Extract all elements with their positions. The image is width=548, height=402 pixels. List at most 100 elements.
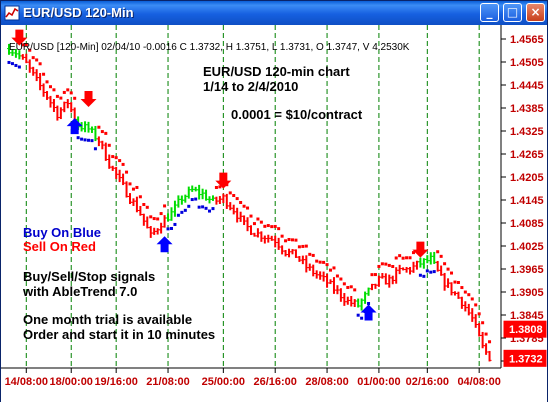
stop-dot	[373, 273, 377, 277]
stop-dot	[69, 91, 73, 95]
pip-value-note: 0.0001 = $10/contract	[231, 107, 363, 122]
price-tag-box	[503, 349, 547, 367]
stop-dot	[180, 210, 184, 214]
x-tick-label: 14/08:00	[5, 376, 48, 388]
x-tick-label: 01/00:00	[357, 376, 400, 388]
stop-dot	[190, 198, 194, 202]
stop-dot	[42, 72, 46, 76]
stop-dot	[470, 297, 474, 301]
stop-dot	[408, 256, 412, 260]
stop-dot	[239, 200, 243, 204]
stop-dot	[284, 239, 288, 243]
stop-dot	[398, 254, 402, 258]
stop-dot	[173, 222, 177, 226]
stop-dot	[270, 225, 274, 229]
stop-dot	[481, 321, 485, 325]
stop-dot	[204, 206, 208, 210]
stop-dot	[266, 224, 270, 228]
stop-dot	[52, 88, 56, 92]
stop-dot	[318, 260, 322, 264]
stop-dot	[125, 170, 129, 174]
stop-dot	[31, 56, 35, 60]
stop-dot	[315, 259, 319, 263]
stop-dot	[55, 94, 59, 98]
x-tick-label: 28/08:00	[305, 376, 348, 388]
stop-dot	[339, 277, 343, 281]
y-tick-label: 1.4385	[510, 103, 544, 115]
stop-dot	[384, 262, 388, 266]
legend-buy-label: Buy On Blue	[23, 225, 101, 240]
stop-dot	[401, 256, 405, 260]
stop-dot	[394, 256, 398, 260]
stop-dot	[121, 162, 125, 166]
stop-dot	[346, 285, 350, 289]
stop-dot	[111, 155, 115, 159]
stop-dot	[360, 316, 364, 320]
stop-dot	[66, 88, 70, 92]
stop-dot	[325, 263, 329, 267]
stop-dot	[93, 147, 97, 151]
window-title: EUR/USD 120-Min	[23, 5, 134, 20]
x-tick-label: 02/16:00	[406, 376, 449, 388]
price-tags: 1.3808 1.3732	[503, 320, 547, 367]
stop-dot	[456, 280, 460, 284]
stop-dot	[349, 285, 353, 289]
stop-dot	[446, 267, 450, 271]
maximize-button[interactable]: □	[503, 3, 522, 22]
stop-dot	[218, 185, 222, 189]
stop-dot	[152, 217, 156, 221]
stop-dot	[7, 60, 11, 64]
stop-dot	[107, 143, 111, 147]
stop-dot	[453, 280, 457, 284]
price-tag-label: 1.3732	[509, 353, 543, 365]
close-button[interactable]: ×	[526, 3, 545, 22]
stop-dot	[35, 58, 39, 62]
y-tick-label: 1.4205	[510, 172, 544, 184]
chart-app-icon	[4, 5, 20, 21]
stop-dot	[329, 268, 333, 272]
stop-dot	[145, 205, 149, 209]
legend-signals-line-2: with AbleTrend 7.0	[22, 284, 137, 299]
stop-dot	[197, 205, 201, 209]
stop-dot	[138, 195, 142, 199]
stop-dot	[45, 80, 49, 84]
minimize-button[interactable]: _	[480, 3, 499, 22]
stop-dots	[7, 43, 492, 344]
stop-dot	[100, 130, 104, 134]
x-tick-label: 25/00:00	[202, 376, 245, 388]
legend-signals-line-1: Buy/Sell/Stop signals	[23, 269, 155, 284]
stop-dot	[21, 43, 25, 47]
stop-dot	[208, 209, 212, 213]
stop-dot	[256, 217, 260, 221]
y-axis-labels: 1.4565 1.4505 1.4445 1.4385 1.4325 1.4265 1.42…	[501, 34, 544, 368]
stop-dot	[259, 220, 263, 224]
stop-dot	[59, 96, 63, 100]
y-tick-label: 1.3965	[510, 264, 544, 276]
stop-dot	[183, 208, 187, 212]
stop-dot	[128, 182, 132, 186]
stop-dot	[263, 224, 267, 228]
stop-dot	[308, 252, 312, 256]
stop-dot	[332, 266, 336, 270]
y-tick-label: 1.4325	[510, 126, 544, 138]
price-chart[interactable]: 1.4565 1.4505 1.4445 1.4385 1.4325 1.4265 1.42…	[1, 25, 547, 402]
stop-dot	[194, 197, 198, 201]
stop-dot	[80, 137, 84, 141]
stop-dot	[436, 250, 440, 254]
buy-signal-arrow	[66, 118, 83, 135]
x-tick-label: 26/16:00	[253, 376, 296, 388]
stop-dot	[73, 96, 77, 100]
stop-dot	[477, 312, 481, 316]
stop-dot	[439, 254, 443, 258]
stop-dot	[304, 244, 308, 248]
price-tag-label: 1.3808	[509, 324, 543, 336]
chart-title-line-2: 1/14 to 2/4/2010	[203, 79, 298, 94]
stop-dot	[273, 224, 277, 228]
price-tag-box	[503, 320, 547, 338]
title-bar[interactable]: EUR/USD 120-Min _ □ ×	[1, 1, 547, 25]
stop-dot	[228, 191, 232, 195]
y-tick-label: 1.4025	[510, 241, 544, 253]
stop-dot	[62, 90, 66, 94]
stop-dot	[118, 159, 122, 163]
stop-dot	[163, 204, 167, 208]
